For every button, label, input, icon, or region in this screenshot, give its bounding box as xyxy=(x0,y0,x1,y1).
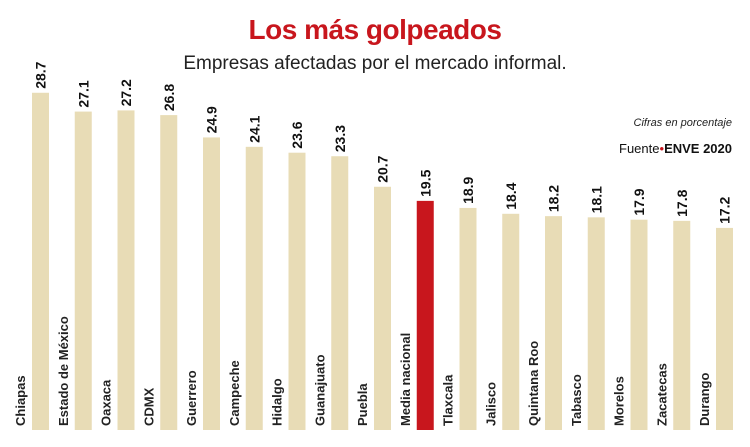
category-label: Zacatecas xyxy=(654,363,669,426)
value-label: 17.9 xyxy=(631,188,647,215)
category-label: Media nacional xyxy=(398,333,413,426)
value-label: 17.8 xyxy=(674,189,690,216)
units-note: Cifras en porcentaje xyxy=(633,117,732,129)
value-label: 28.7 xyxy=(33,61,49,88)
value-label: 24.9 xyxy=(204,106,220,133)
value-label: 20.7 xyxy=(375,155,391,182)
bar xyxy=(203,137,220,431)
bar xyxy=(32,92,49,431)
source-note: Fuente•ENVE 2020 xyxy=(619,141,732,156)
value-label: 19.5 xyxy=(417,169,433,196)
category-label: Guerrero xyxy=(184,370,199,426)
value-label: 27.2 xyxy=(118,79,134,106)
bar xyxy=(545,216,562,430)
chart-title: Los más golpeados xyxy=(248,14,502,45)
bar xyxy=(288,152,306,430)
value-label: 27.1 xyxy=(75,80,91,107)
source-label: Fuente xyxy=(619,141,660,156)
category-label: Oaxaca xyxy=(99,379,114,426)
category-label: Puebla xyxy=(355,383,370,426)
category-label: Chiapas xyxy=(13,375,28,426)
value-label: 18.9 xyxy=(460,176,476,203)
source-value: ENVE 2020 xyxy=(664,141,732,156)
value-label: 17.2 xyxy=(717,196,733,223)
value-label: 23.3 xyxy=(332,125,348,152)
value-label: 18.4 xyxy=(503,182,519,209)
bar xyxy=(74,111,92,430)
category-label: Hidalgo xyxy=(270,378,285,426)
bar xyxy=(502,213,520,430)
bar xyxy=(331,156,349,430)
bar xyxy=(673,220,691,430)
category-label: Quintana Roo xyxy=(526,341,541,426)
value-label: 24.1 xyxy=(246,115,262,142)
chart-subtitle: Empresas afectadas por el mercado inform… xyxy=(183,53,567,74)
category-label: Campeche xyxy=(227,360,242,426)
category-label: CDMX xyxy=(141,387,156,426)
value-label: 26.8 xyxy=(161,84,177,111)
value-label: 18.1 xyxy=(588,186,604,213)
bar xyxy=(117,110,135,431)
category-label: Durango xyxy=(697,373,712,427)
bar xyxy=(716,227,733,430)
category-label: Guanajuato xyxy=(312,354,327,426)
category-label: Tabasco xyxy=(569,374,584,426)
bar xyxy=(459,207,477,430)
bar xyxy=(160,115,178,430)
category-label: Morelos xyxy=(612,376,627,426)
bar xyxy=(630,219,648,430)
bar xyxy=(587,217,605,430)
value-label: 18.2 xyxy=(546,185,562,212)
category-label: Tlaxcala xyxy=(441,374,456,426)
bullet-icon: • xyxy=(659,141,665,156)
bar xyxy=(416,200,434,430)
category-label: Estado de México xyxy=(56,316,71,426)
bar xyxy=(245,146,263,430)
category-label: Jalisco xyxy=(483,382,498,426)
value-label: 23.6 xyxy=(289,121,305,148)
bar xyxy=(374,186,391,430)
